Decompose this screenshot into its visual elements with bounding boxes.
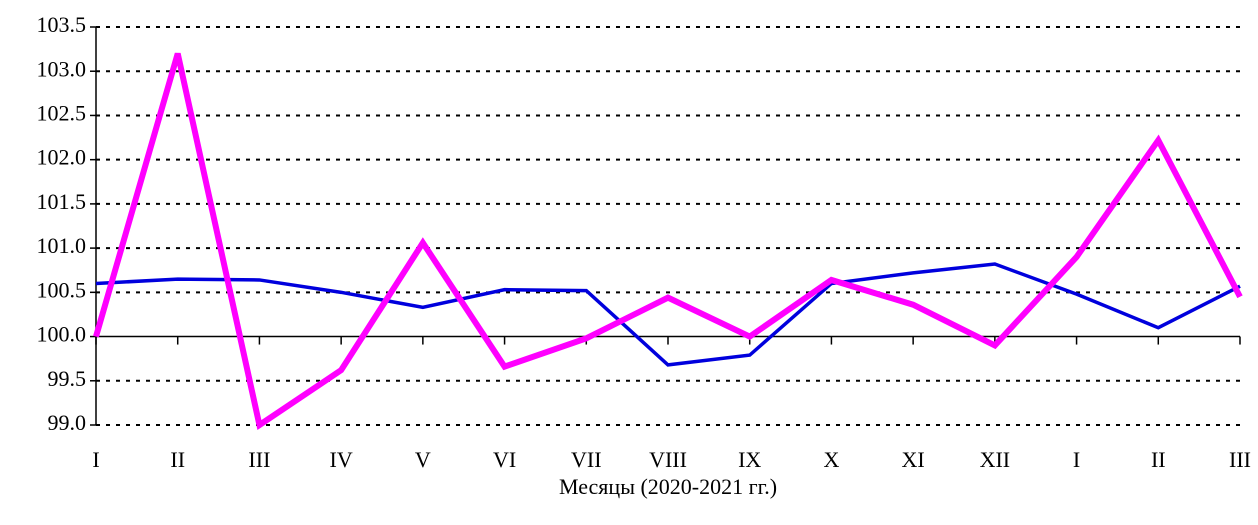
- y-tick-label: 102.5: [37, 100, 87, 125]
- x-tick-label: VI: [493, 447, 516, 472]
- x-tick-label: VII: [571, 447, 602, 472]
- y-tick-label: 101.5: [37, 189, 87, 214]
- x-tick-label: II: [1151, 447, 1166, 472]
- x-tick-label: XI: [902, 447, 925, 472]
- series-line: [95, 262, 1241, 367]
- x-axis-title: Месяцы (2020-2021 гг.): [559, 474, 777, 499]
- x-tick-label: III: [1229, 447, 1251, 472]
- series-line: [93, 52, 1243, 430]
- x-tick-label: V: [415, 447, 431, 472]
- y-tick-label: 102.0: [37, 145, 87, 170]
- y-tick-label: 103.0: [37, 56, 87, 81]
- x-tick-label: XII: [980, 447, 1011, 472]
- x-tick-label: II: [170, 447, 185, 472]
- y-tick-label: 99.0: [48, 410, 87, 435]
- x-tick-label: IX: [738, 447, 761, 472]
- y-tick-label: 103.5: [37, 12, 87, 37]
- x-tick-label: I: [1073, 447, 1080, 472]
- y-tick-label: 101.0: [37, 233, 87, 258]
- y-tick-label: 99.5: [48, 366, 87, 391]
- x-tick-label: X: [823, 447, 839, 472]
- y-tick-label: 100.0: [37, 322, 87, 347]
- x-tick-label: VIII: [649, 447, 687, 472]
- x-tick-label: I: [92, 447, 99, 472]
- y-tick-label: 100.5: [37, 277, 87, 302]
- x-tick-label: III: [248, 447, 270, 472]
- x-tick-label: IV: [330, 447, 353, 472]
